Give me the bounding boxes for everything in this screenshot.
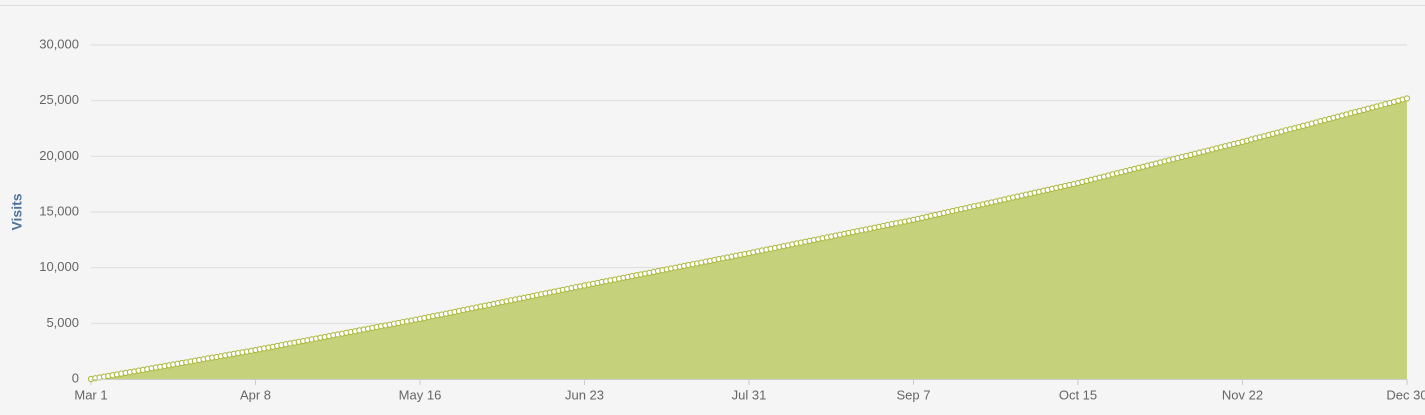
area-fill [91,98,1407,379]
x-tick-label: Dec 30 [1386,387,1425,402]
y-tick-label: 10,000 [39,259,79,274]
y-tick-label: 30,000 [39,36,79,51]
y-tick-label: 25,000 [39,92,79,107]
x-tick-label: Sep 7 [897,387,931,402]
x-tick-label: Oct 15 [1059,387,1097,402]
y-tick-label: 0 [72,370,79,385]
x-tick-label: Jul 31 [732,387,767,402]
x-tick-label: Jun 23 [565,387,604,402]
y-tick-label: 5,000 [46,315,79,330]
x-tick-label: Nov 22 [1222,387,1263,402]
y-axis-label: Visits [9,193,25,230]
y-tick-label: 20,000 [39,148,79,163]
point [1403,95,1411,102]
y-tick-label: 15,000 [39,203,79,218]
x-tick-label: Mar 1 [74,387,107,402]
x-tick-label: Apr 8 [240,387,271,402]
x-tick-label: May 16 [399,387,442,402]
